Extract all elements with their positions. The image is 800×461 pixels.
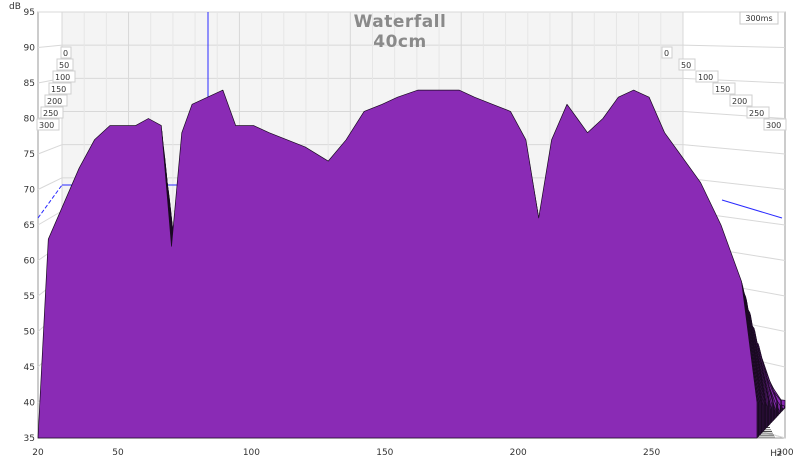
gridline: [682, 44, 786, 48]
time-label-box: [60, 46, 72, 59]
time-label-left: 200: [47, 97, 62, 106]
time-label-box: [52, 70, 76, 83]
y-tick-label: 75: [24, 150, 35, 160]
y-tick-label: 40: [24, 399, 36, 409]
y-tick-label: 65: [24, 221, 35, 231]
time-label-left: 100: [55, 73, 70, 82]
time-label-right: 0: [664, 49, 669, 58]
time-label-left: 50: [59, 61, 69, 70]
x-tick-label: 50: [112, 448, 124, 458]
x-tick-label: 200: [510, 448, 527, 458]
time-label-box: [661, 46, 673, 59]
x-tick-label: 250: [643, 448, 660, 458]
time-label-left: 0: [63, 49, 68, 58]
time-label-right: 200: [732, 97, 747, 106]
time-label-box: [44, 94, 68, 107]
y-axis-label: dB: [9, 2, 21, 12]
y-tick-label: 90: [24, 44, 36, 54]
marker-line: [721, 199, 783, 219]
y-tick-label: 35: [24, 434, 35, 444]
y-tick-label: 45: [24, 363, 35, 373]
y-tick-label: 70: [24, 186, 36, 196]
gridline: [37, 177, 63, 190]
time-label-box: [678, 58, 696, 71]
time-range-box: [739, 11, 779, 25]
gridline: [37, 44, 63, 48]
gridline: [682, 177, 786, 190]
gridline: [37, 144, 63, 155]
y-tick-label: 95: [24, 8, 35, 18]
time-label-box: [56, 58, 74, 71]
y-tick-label: 60: [24, 257, 36, 267]
chart-subtitle: 40cm: [373, 32, 426, 52]
time-label-box: [712, 82, 736, 95]
time-label-right: 150: [715, 85, 730, 94]
x-tick-label: 20: [32, 448, 44, 458]
y-tick-label: 50: [24, 328, 36, 338]
time-label-right: 300: [766, 121, 781, 130]
time-label-box: [48, 82, 72, 95]
x-tick-label: 100: [243, 448, 260, 458]
y-tick-label: 85: [24, 79, 35, 89]
marker-line: [37, 184, 63, 219]
y-tick-label: 80: [24, 115, 36, 125]
x-axis-unit: Hz: [770, 449, 782, 459]
time-label-box: [746, 106, 770, 119]
time-label-box: [36, 118, 60, 131]
gridline: [682, 144, 786, 155]
time-label-left: 250: [43, 109, 58, 118]
time-label-right: 50: [681, 61, 691, 70]
time-label-box: [40, 106, 64, 119]
time-label-box: [695, 70, 719, 83]
waterfall-slice: [37, 89, 758, 439]
time-label-box: [763, 118, 787, 131]
x-tick-label: 300: [776, 448, 793, 458]
x-tick-label: 150: [376, 448, 393, 458]
gridline: [37, 210, 63, 226]
y-tick-label: 55: [24, 292, 35, 302]
time-label-right: 250: [749, 109, 764, 118]
waterfall-surface: [37, 89, 786, 439]
chart-title: Waterfall: [354, 12, 447, 32]
time-range-label: 300ms: [745, 14, 772, 23]
time-label-left: 150: [51, 85, 66, 94]
time-label-box: [729, 94, 753, 107]
time-label-right: 100: [698, 73, 713, 82]
time-label-left: 300: [39, 121, 54, 130]
